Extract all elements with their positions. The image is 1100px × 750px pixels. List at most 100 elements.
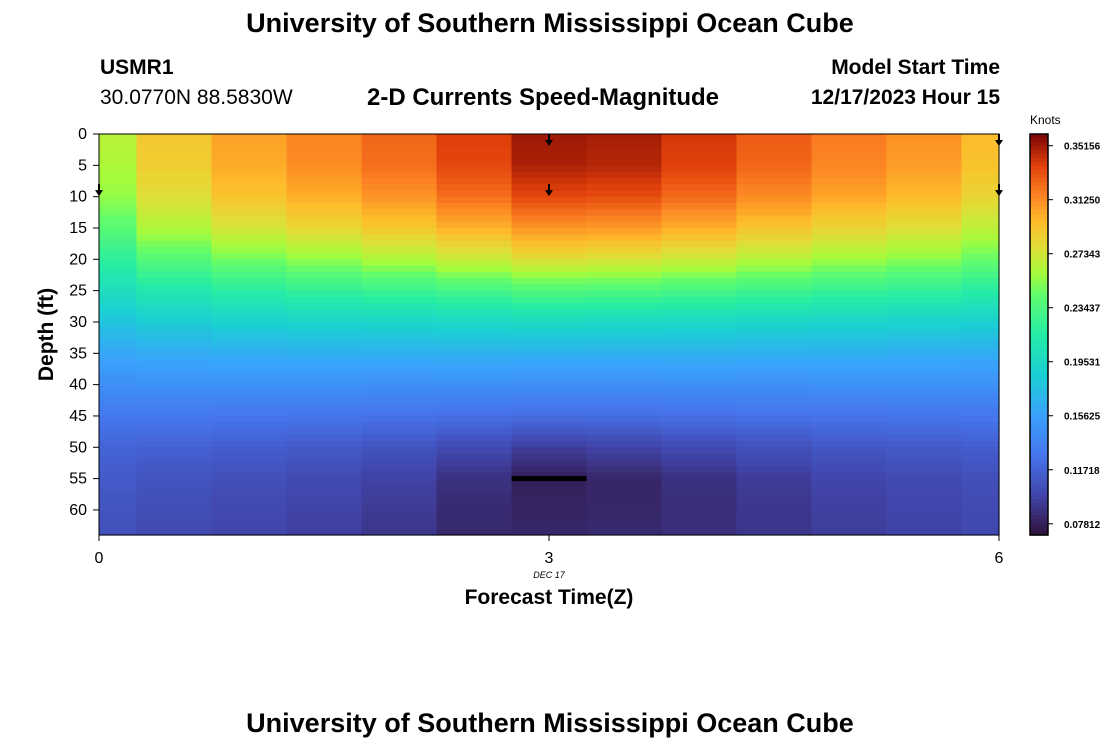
heatmap-cell: [511, 196, 588, 204]
heatmap-cell: [99, 365, 138, 373]
y-tick-label: 40: [69, 377, 87, 394]
heatmap-cell: [361, 441, 438, 448]
heatmap-cell: [811, 403, 888, 411]
heatmap-cell: [886, 271, 963, 279]
colorbar-segment: [1030, 234, 1048, 239]
heatmap-cell: [136, 271, 213, 279]
heatmap-cell: [661, 390, 738, 398]
heatmap-cell: [661, 177, 738, 185]
heatmap-cell: [736, 509, 813, 517]
heatmap-cell: [961, 441, 1000, 448]
colorbar-segment: [1030, 370, 1048, 376]
colorbar-segment: [1030, 318, 1048, 324]
heatmap-cell: [811, 372, 888, 379]
colorbar-segment: [1030, 146, 1048, 151]
heatmap-cell: [511, 265, 588, 273]
colorbar-tick-label: 0.19531: [1064, 358, 1100, 369]
heatmap-cell: [961, 253, 1000, 260]
heatmap-cell: [286, 271, 363, 279]
heatmap-cell: [511, 328, 588, 336]
heatmap-cell: [961, 296, 1000, 304]
heatmap-cell: [211, 491, 288, 499]
heatmap-cell: [136, 509, 213, 517]
heatmap-cell: [661, 171, 738, 179]
heatmap-cell: [286, 409, 363, 417]
heatmap-cell: [661, 321, 738, 329]
heatmap-cell: [811, 315, 888, 323]
colorbar-segment: [1030, 410, 1048, 416]
heatmap-cell: [286, 378, 363, 386]
heatmap-cell: [811, 221, 888, 229]
heatmap-cell: [136, 447, 213, 455]
heatmap-cell: [436, 359, 513, 367]
heatmap-cell: [286, 503, 363, 511]
heatmap-cell: [511, 372, 588, 379]
heatmap-cell: [136, 152, 213, 160]
heatmap-cell: [436, 347, 513, 354]
heatmap-cell: [436, 522, 513, 530]
heatmap-cell: [211, 359, 288, 367]
heatmap-cell: [586, 240, 663, 248]
heatmap-cell: [586, 221, 663, 229]
heatmap-cell: [586, 227, 663, 235]
heatmap-cell: [136, 347, 213, 354]
heatmap-cell: [961, 415, 1000, 423]
heatmap-cell: [511, 378, 588, 386]
heatmap-cell: [361, 390, 438, 398]
heatmap-cell: [961, 202, 1000, 210]
heatmap-cell: [511, 497, 588, 505]
heatmap-cell: [811, 190, 888, 198]
colorbar-segment: [1030, 358, 1048, 364]
heatmap-cell: [511, 177, 588, 185]
colorbar-segment: [1030, 250, 1048, 255]
heatmap-cell: [211, 259, 288, 267]
heatmap-cell: [211, 202, 288, 210]
heatmap-cell: [886, 328, 963, 336]
heatmap-cell: [736, 209, 813, 217]
heatmap-cell: [961, 434, 1000, 442]
heatmap-cell: [811, 472, 888, 480]
colorbar-segment: [1030, 442, 1048, 448]
heatmap-cell: [286, 303, 363, 311]
heatmap-cell: [736, 478, 813, 486]
heatmap-cell: [436, 340, 513, 348]
heatmap-cell: [511, 253, 588, 260]
colorbar-segment: [1030, 374, 1048, 380]
heatmap-cell: [211, 516, 288, 524]
heatmap-cell: [886, 441, 963, 448]
heatmap-cell: [286, 171, 363, 179]
heatmap-cell: [586, 422, 663, 430]
heatmap-cell: [436, 227, 513, 235]
heatmap-cell: [886, 202, 963, 210]
heatmap-cell: [286, 202, 363, 210]
heatmap-cell: [511, 503, 588, 511]
heatmap-cell: [961, 522, 1000, 530]
heatmap-cell: [211, 509, 288, 517]
heatmap-cell: [586, 384, 663, 392]
heatmap-cell: [961, 159, 1000, 166]
heatmap-cell: [211, 215, 288, 223]
heatmap-cell: [136, 434, 213, 442]
colorbar-segment: [1030, 150, 1048, 155]
heatmap-cell: [511, 309, 588, 317]
heatmap-cell: [436, 353, 513, 361]
heatmap-cell: [361, 528, 438, 536]
heatmap-cell: [436, 453, 513, 461]
heatmap-cell: [361, 347, 438, 354]
heatmap-cell: [99, 202, 138, 210]
heatmap-cell: [99, 428, 138, 436]
heatmap-cell: [586, 390, 663, 398]
colorbar-segment: [1030, 190, 1048, 195]
heatmap-cell: [886, 472, 963, 480]
heatmap-cell: [286, 441, 363, 448]
colorbar-segment: [1030, 262, 1048, 267]
heatmap-cell: [211, 271, 288, 279]
heatmap-cell: [361, 428, 438, 436]
colorbar-segment: [1030, 430, 1048, 436]
heatmap-cell: [136, 134, 213, 141]
heatmap-cell: [586, 409, 663, 417]
heatmap-cell: [286, 497, 363, 505]
heatmap-cell: [361, 491, 438, 499]
heatmap-cell: [361, 152, 438, 160]
heatmap-cell: [661, 221, 738, 229]
